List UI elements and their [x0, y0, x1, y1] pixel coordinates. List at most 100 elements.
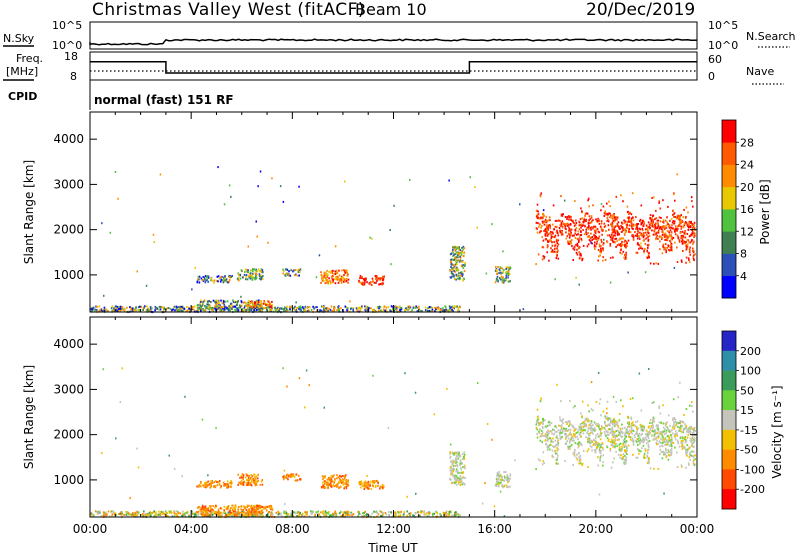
- echo-cell: [344, 180, 346, 183]
- echo-cell: [231, 512, 233, 514]
- echo-cell: [359, 513, 362, 516]
- echo-cell: [644, 237, 647, 240]
- echo-cell: [175, 305, 178, 308]
- echo-cell: [153, 514, 156, 517]
- echo-cell: [589, 431, 592, 434]
- echo-cell: [461, 272, 464, 275]
- echo-cell: [348, 511, 350, 514]
- echo-cell: [455, 274, 458, 277]
- echo-cell: [415, 305, 417, 308]
- echo-cell: [202, 300, 205, 303]
- echo-cell: [670, 452, 673, 455]
- echo-cell: [496, 480, 499, 482]
- echo-cell: [261, 269, 264, 272]
- echo-cell: [246, 506, 249, 509]
- echo-cell: [271, 304, 273, 307]
- echo-cell: [638, 440, 640, 443]
- echo-cell: [212, 505, 214, 507]
- echo-cell: [587, 448, 590, 451]
- echo-cell: [176, 513, 178, 516]
- echo-cell: [205, 481, 207, 484]
- echo-cell: [554, 236, 556, 239]
- echo-cell: [324, 486, 326, 489]
- echo-cell: [664, 443, 666, 446]
- echo-cell: [250, 307, 253, 310]
- echo-cell: [575, 227, 578, 229]
- echo-cell: [641, 227, 644, 230]
- echo-cell: [372, 481, 374, 484]
- echo-cell: [536, 203, 539, 206]
- echo-cell: [250, 301, 253, 304]
- echo-cell: [324, 475, 326, 478]
- echo-cell: [638, 372, 641, 375]
- echo-cell: [642, 224, 645, 227]
- echo-cell: [453, 307, 456, 310]
- echo-cell: [567, 429, 570, 432]
- echo-cell: [254, 269, 257, 272]
- echo-cell: [216, 275, 219, 278]
- echo-cell: [686, 448, 689, 451]
- echo-cell: [624, 244, 626, 247]
- echo-cell: [665, 249, 668, 252]
- echo-cell: [495, 481, 498, 483]
- echo-cell: [536, 213, 539, 216]
- echo-cell: [409, 178, 411, 181]
- echo-cell: [538, 225, 540, 228]
- echo-cell: [126, 306, 128, 309]
- nave-right-tick-high: 60: [708, 53, 722, 66]
- echo-cell: [257, 511, 260, 514]
- noise-right-tick-low: 10^0: [708, 39, 738, 52]
- echo-cell: [669, 219, 671, 222]
- echo-cell: [599, 430, 602, 433]
- echo-cell: [570, 239, 573, 241]
- echo-cell: [662, 404, 664, 407]
- echo-cell: [493, 505, 496, 508]
- echo-cell: [572, 426, 574, 429]
- echo-cell: [575, 251, 578, 254]
- echo-cell: [365, 305, 367, 308]
- echo-cell: [630, 418, 633, 421]
- echo-cell: [239, 505, 242, 508]
- echo-cell: [609, 205, 611, 208]
- echo-cell: [404, 309, 406, 311]
- echo-cell: [287, 272, 289, 275]
- echo-cell: [385, 513, 388, 516]
- echo-cell: [249, 272, 252, 275]
- echo-cell: [346, 271, 348, 274]
- echo-cell: [236, 277, 239, 280]
- echo-cell: [462, 267, 465, 270]
- echo-cell: [406, 514, 408, 517]
- echo-cell: [606, 412, 608, 415]
- echo-cell: [212, 299, 215, 302]
- echo-cell: [330, 305, 333, 308]
- echo-cell: [668, 224, 671, 227]
- echo-cell: [664, 238, 666, 241]
- echo-cell: [237, 272, 239, 275]
- echo-cell: [159, 308, 162, 311]
- echo-cell: [348, 514, 350, 516]
- echo-cell: [254, 515, 257, 518]
- echo-cell: [666, 435, 669, 438]
- echo-cell: [647, 235, 649, 238]
- freq-left-tick-low: 8: [70, 70, 77, 83]
- echo-cell: [546, 251, 548, 254]
- echo-cell: [557, 243, 560, 246]
- echo-cell: [206, 512, 209, 515]
- echo-cell: [595, 218, 597, 221]
- echo-cell: [333, 474, 335, 477]
- echo-cell: [233, 513, 235, 516]
- echo-cell: [218, 511, 221, 514]
- echo-cell: [617, 221, 620, 224]
- echo-cell: [588, 205, 590, 208]
- echo-cell: [320, 274, 323, 276]
- echo-cell: [148, 308, 151, 311]
- echo-cell: [676, 432, 678, 435]
- echo-cell: [343, 482, 345, 485]
- echo-cell: [251, 277, 253, 280]
- echo-cell: [116, 309, 118, 312]
- echo-cell: [290, 306, 292, 309]
- echo-cell: [602, 242, 605, 245]
- echo-cell: [209, 505, 211, 508]
- echo-cell: [621, 448, 623, 451]
- echo-cell: [320, 271, 322, 274]
